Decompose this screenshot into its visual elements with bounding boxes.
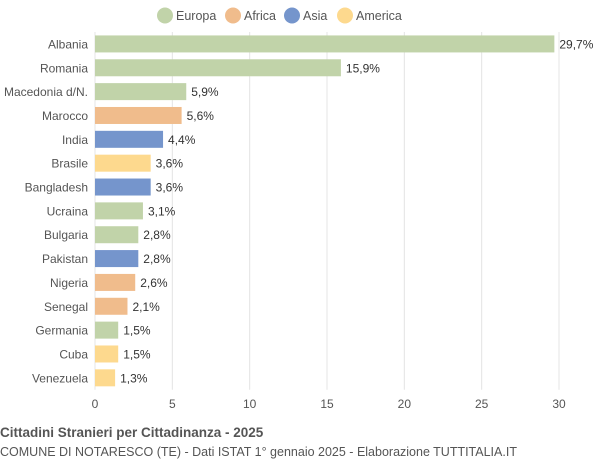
legend: Europa Africa Asia America <box>157 7 402 24</box>
chart-subtitle: COMUNE DI NOTARESCO (TE) - Dati ISTAT 1°… <box>0 445 517 459</box>
legend-label-europa: Europa <box>176 9 216 23</box>
value-label: 29,7% <box>559 37 593 51</box>
category-label: Brasile <box>51 157 88 171</box>
bar <box>95 273 136 291</box>
value-label: 15,9% <box>346 61 380 75</box>
value-label: 5,9% <box>191 85 219 99</box>
bar <box>95 226 139 244</box>
category-label: Albania <box>48 37 88 51</box>
category-label: Pakistan <box>42 252 88 266</box>
value-label: 1,3% <box>120 371 148 385</box>
value-label: 3,6% <box>156 181 184 195</box>
bar <box>95 106 182 124</box>
bar <box>95 178 151 196</box>
category-label: Bulgaria <box>44 228 88 242</box>
legend-swatch-asia <box>284 7 300 24</box>
bar <box>95 130 164 148</box>
x-tick-label: 5 <box>169 397 176 411</box>
x-tick-label: 0 <box>92 397 99 411</box>
x-tick-label: 25 <box>475 397 489 411</box>
value-label: 2,6% <box>140 276 168 290</box>
bar <box>95 369 116 387</box>
x-tick-label: 30 <box>552 397 566 411</box>
value-labels: 29,7% 15,9% 5,9% 5,6% 4,4% 3,6% 3,6% 3,1% 2,8% 2,… <box>120 37 594 385</box>
value-label: 2,8% <box>143 228 171 242</box>
category-label: Ucraina <box>47 204 89 218</box>
category-label: Cuba <box>59 347 88 361</box>
bar <box>95 35 555 53</box>
value-label: 2,8% <box>143 252 171 266</box>
x-tick-label: 20 <box>398 397 412 411</box>
category-label: Macedonia d/N. <box>4 85 88 99</box>
chart-title: Cittadini Stranieri per Cittadinanza - 2… <box>0 425 264 440</box>
value-label: 3,1% <box>148 204 176 218</box>
category-label: Bangladesh <box>25 181 88 195</box>
bar <box>95 321 119 339</box>
bar <box>95 250 139 268</box>
x-axis-ticks: 0 5 10 15 20 25 30 <box>92 397 566 411</box>
category-label: Venezuela <box>32 371 88 385</box>
bar <box>95 83 187 101</box>
category-label: Romania <box>40 61 88 75</box>
value-label: 3,6% <box>156 157 184 171</box>
bar <box>95 297 128 315</box>
bars <box>95 35 555 387</box>
value-label: 1,5% <box>123 347 151 361</box>
x-tick-label: 15 <box>320 397 334 411</box>
x-tick-label: 10 <box>243 397 257 411</box>
legend-label-asia: Asia <box>303 9 327 23</box>
legend-swatch-america <box>337 7 353 24</box>
category-label: Senegal <box>44 300 88 314</box>
category-label: Germania <box>35 324 88 338</box>
category-label: Marocco <box>42 109 88 123</box>
value-label: 4,4% <box>168 133 196 147</box>
category-label: Nigeria <box>50 276 88 290</box>
value-label: 2,1% <box>132 300 160 314</box>
category-label: India <box>62 133 88 147</box>
legend-label-america: America <box>356 9 402 23</box>
bar <box>95 345 119 363</box>
bar <box>95 59 341 77</box>
bar <box>95 202 143 220</box>
category-labels: Albania Romania Macedonia d/N. Marocco India… <box>4 37 88 385</box>
bar <box>95 154 151 172</box>
legend-swatch-africa <box>225 7 241 24</box>
value-label: 5,6% <box>187 109 215 123</box>
bar-chart: Europa Africa Asia America Albania Romania Ma… <box>4 7 594 411</box>
legend-swatch-europa <box>157 7 173 24</box>
legend-label-africa: Africa <box>244 9 276 23</box>
value-label: 1,5% <box>123 324 151 338</box>
